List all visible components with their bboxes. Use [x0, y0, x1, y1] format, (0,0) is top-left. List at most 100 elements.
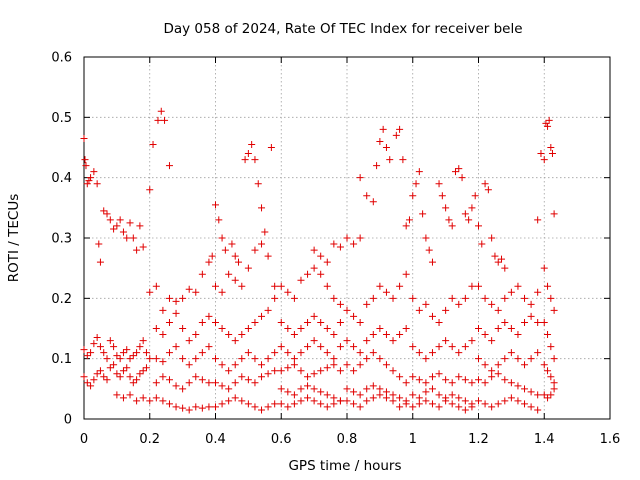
data-point	[179, 404, 187, 412]
data-point	[133, 397, 141, 405]
data-point	[475, 325, 482, 332]
data-point	[521, 294, 529, 302]
data-point	[402, 379, 410, 387]
data-point	[481, 331, 489, 339]
data-point	[146, 186, 154, 194]
data-point	[534, 406, 542, 414]
data-point	[350, 400, 358, 408]
data-point	[159, 373, 167, 381]
data-point	[396, 282, 404, 290]
data-point	[544, 367, 552, 375]
data-point	[165, 376, 173, 384]
data-point	[382, 331, 390, 339]
data-point	[152, 355, 160, 363]
data-point	[264, 252, 272, 260]
data-point	[547, 391, 555, 399]
data-point	[369, 294, 377, 302]
data-point	[356, 174, 364, 182]
data-point	[350, 388, 358, 396]
data-point	[85, 177, 93, 185]
data-point	[534, 318, 542, 326]
data-point	[501, 355, 509, 363]
data-point	[488, 367, 496, 375]
data-point	[277, 367, 285, 375]
data-point	[442, 306, 450, 314]
data-point	[277, 318, 285, 326]
data-point	[435, 343, 443, 351]
data-point	[514, 397, 522, 405]
y-tick-label: 0.2	[51, 292, 72, 307]
data-point	[310, 385, 318, 393]
data-point	[284, 288, 292, 296]
data-point	[244, 264, 252, 272]
data-point	[271, 349, 279, 357]
data-point	[317, 400, 325, 408]
data-point	[297, 349, 305, 357]
data-point	[488, 300, 496, 308]
data-point	[119, 367, 127, 375]
data-point	[116, 373, 124, 381]
data-point	[159, 397, 167, 405]
data-point	[218, 288, 226, 296]
data-point	[136, 222, 144, 230]
data-point	[521, 318, 529, 326]
data-point	[90, 168, 98, 176]
data-point	[412, 180, 420, 188]
data-point	[136, 343, 144, 351]
data-point	[415, 349, 423, 357]
data-point	[198, 318, 206, 326]
data-point	[507, 394, 515, 402]
data-point	[442, 397, 450, 405]
data-point	[119, 394, 127, 402]
data-point	[507, 379, 515, 387]
data-point	[343, 337, 351, 345]
data-point	[96, 258, 104, 266]
data-point	[455, 403, 463, 411]
data-point	[382, 288, 390, 296]
data-point	[323, 258, 331, 266]
data-point	[488, 337, 496, 345]
data-point	[547, 144, 555, 151]
data-point	[336, 343, 344, 351]
x-tick-label: 1.4	[534, 432, 555, 447]
data-point	[498, 255, 506, 263]
data-point	[100, 373, 108, 381]
data-point	[251, 156, 259, 164]
data-point	[165, 162, 173, 170]
data-point	[330, 361, 338, 369]
data-point	[422, 234, 430, 242]
data-point	[534, 349, 542, 357]
data-point	[212, 379, 219, 387]
data-point	[382, 388, 390, 396]
data-point	[103, 376, 111, 384]
data-point	[409, 373, 417, 381]
x-tick-label: 0	[80, 432, 88, 447]
x-tick-label: 0.8	[337, 432, 358, 447]
data-point	[304, 373, 312, 381]
data-point	[323, 403, 331, 411]
data-point	[152, 379, 160, 387]
data-point	[396, 394, 404, 402]
data-point	[336, 397, 344, 405]
data-point	[218, 361, 226, 369]
data-point	[244, 325, 252, 332]
data-point	[356, 349, 364, 357]
data-point	[139, 243, 147, 251]
data-point	[165, 400, 173, 408]
data-point	[225, 385, 233, 393]
data-point	[428, 258, 436, 266]
data-point	[244, 349, 252, 357]
data-point	[428, 373, 436, 381]
data-point	[455, 394, 463, 402]
data-point	[154, 116, 162, 124]
data-point	[100, 207, 108, 215]
data-point	[501, 318, 509, 326]
data-point	[110, 225, 118, 233]
data-point	[527, 300, 535, 308]
data-point	[376, 325, 384, 332]
data-point	[540, 156, 548, 164]
data-point	[422, 397, 430, 405]
data-point	[238, 355, 246, 363]
data-point	[415, 168, 423, 176]
data-point	[396, 331, 404, 339]
